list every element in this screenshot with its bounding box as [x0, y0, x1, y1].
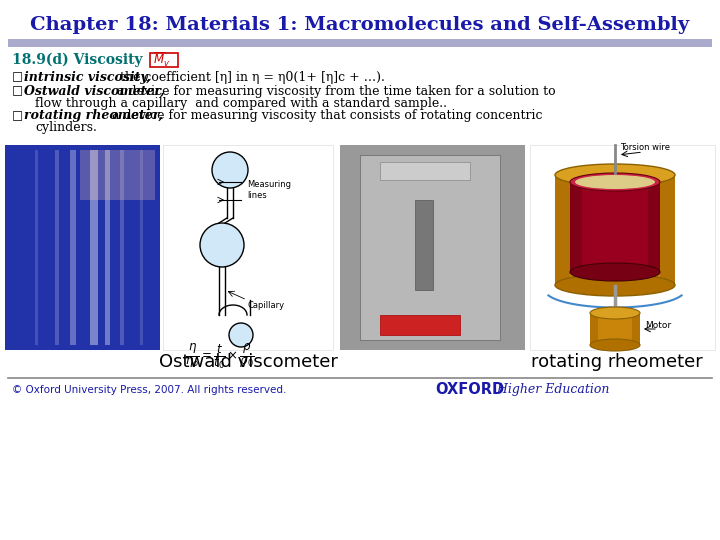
Text: © Oxford University Press, 2007. All rights reserved.: © Oxford University Press, 2007. All rig… [12, 385, 287, 395]
Text: rotating rheometer: rotating rheometer [531, 353, 703, 371]
Bar [590, 313, 598, 345]
Text: Higher Education: Higher Education [493, 383, 609, 396]
Bar [632, 313, 640, 345]
Bar [140, 150, 143, 345]
Circle shape [200, 223, 244, 267]
Bar [648, 182, 660, 272]
Text: □: □ [12, 110, 23, 123]
Ellipse shape [555, 164, 675, 186]
Ellipse shape [570, 173, 660, 191]
Text: OXFORD: OXFORD [435, 382, 504, 397]
Text: the coefficient [η] in η = η0(1+ [η]c + …).: the coefficient [η] in η = η0(1+ [η]c + … [116, 71, 385, 84]
Bar [660, 175, 675, 285]
Text: $\overline{M}_v$: $\overline{M}_v$ [153, 51, 170, 69]
Text: cylinders.: cylinders. [35, 122, 97, 134]
Text: □: □ [12, 84, 23, 98]
Ellipse shape [570, 263, 660, 281]
Text: □: □ [12, 71, 23, 84]
Ellipse shape [590, 307, 640, 319]
Bar [360, 155, 500, 340]
Bar [90, 150, 98, 345]
Bar [340, 145, 525, 350]
Bar [555, 175, 675, 285]
Circle shape [212, 152, 248, 188]
Bar [380, 315, 460, 335]
Bar [570, 182, 660, 272]
Text: a device for measuring viscosity that consists of rotating concentric: a device for measuring viscosity that co… [108, 110, 542, 123]
Bar [150, 53, 178, 67]
Bar [590, 313, 640, 345]
Text: rotating rheometer,: rotating rheometer, [24, 110, 163, 123]
Text: Ostwald viscometer,: Ostwald viscometer, [24, 84, 164, 98]
Text: Chapter 18: Materials 1: Macromolecules and Self-Assembly: Chapter 18: Materials 1: Macromolecules … [30, 16, 690, 34]
Text: Measuring
lines: Measuring lines [247, 180, 291, 200]
Ellipse shape [590, 339, 640, 351]
Text: Torsion wire: Torsion wire [620, 144, 670, 152]
Bar [530, 145, 715, 350]
Text: Ostwald viscometer: Ostwald viscometer [158, 353, 338, 371]
Bar [5, 145, 160, 350]
Text: 18.9(d) Viscosity: 18.9(d) Viscosity [12, 53, 143, 67]
Text: Motor: Motor [645, 321, 671, 330]
Text: Sample: Sample [620, 167, 652, 177]
FancyBboxPatch shape [8, 39, 712, 47]
Bar [555, 175, 570, 285]
Text: intrinsic viscosity,: intrinsic viscosity, [24, 71, 150, 84]
Text: $\dfrac{\eta}{\eta_o} = \dfrac{t}{t_0} \times \dfrac{\rho}{\rho_0}$: $\dfrac{\eta}{\eta_o} = \dfrac{t}{t_0} \… [185, 342, 255, 371]
Text: Capillary: Capillary [247, 300, 284, 309]
Bar [415, 200, 433, 290]
Bar [120, 150, 124, 345]
Bar [380, 162, 470, 180]
Ellipse shape [575, 175, 655, 189]
Bar [80, 150, 155, 200]
Bar [70, 150, 76, 345]
Bar [105, 150, 110, 345]
Text: flow through a capillary  and compared with a standard sample..: flow through a capillary and compared wi… [35, 97, 447, 110]
Bar [55, 150, 59, 345]
Text: a device for measuring viscosity from the time taken for a solution to: a device for measuring viscosity from th… [113, 84, 556, 98]
Ellipse shape [555, 274, 675, 296]
Bar [570, 182, 582, 272]
Bar [35, 150, 38, 345]
Circle shape [229, 323, 253, 347]
Bar [163, 145, 333, 350]
